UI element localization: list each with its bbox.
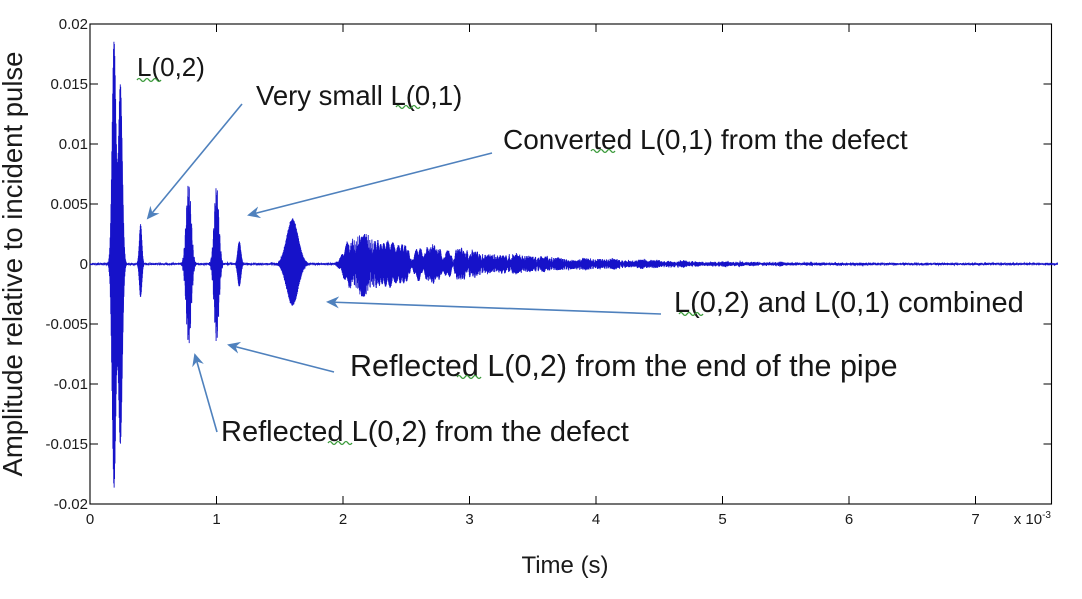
svg-text:Reflected L(0,2) from the end: Reflected L(0,2) from the end of the pip… xyxy=(350,349,898,383)
svg-text:0.005: 0.005 xyxy=(50,196,88,213)
svg-text:5: 5 xyxy=(718,511,726,528)
svg-text:6: 6 xyxy=(845,511,853,528)
svg-text:2: 2 xyxy=(339,511,347,528)
svg-text:-0.005: -0.005 xyxy=(45,316,88,333)
svg-text:4: 4 xyxy=(592,511,600,528)
svg-text:-0.02: -0.02 xyxy=(54,496,88,513)
svg-text:L(0,2): L(0,2) xyxy=(137,52,205,82)
svg-text:-0.01: -0.01 xyxy=(54,376,88,393)
svg-text:0.01: 0.01 xyxy=(59,136,88,153)
svg-text:Amplitude relative to incident: Amplitude relative to incident pulse xyxy=(0,52,28,477)
svg-text:L(0,2) and L(0,1) combined: L(0,2) and L(0,1) combined xyxy=(674,287,1024,319)
svg-text:0.015: 0.015 xyxy=(50,76,88,93)
svg-text:0: 0 xyxy=(86,511,94,528)
svg-text:Time (s): Time (s) xyxy=(521,552,608,579)
svg-text:7: 7 xyxy=(971,511,979,528)
svg-text:Converted L(0,1) from the defe: Converted L(0,1) from the defect xyxy=(503,124,908,155)
svg-text:Reflected L(0,2) from the defe: Reflected L(0,2) from the defect xyxy=(221,416,629,448)
svg-text:3: 3 xyxy=(465,511,473,528)
svg-text:Very small L(0,1): Very small L(0,1) xyxy=(256,80,462,111)
svg-text:1: 1 xyxy=(212,511,220,528)
svg-text:-0.015: -0.015 xyxy=(45,436,88,453)
svg-text:0: 0 xyxy=(80,256,88,273)
svg-text:0.02: 0.02 xyxy=(59,16,88,33)
